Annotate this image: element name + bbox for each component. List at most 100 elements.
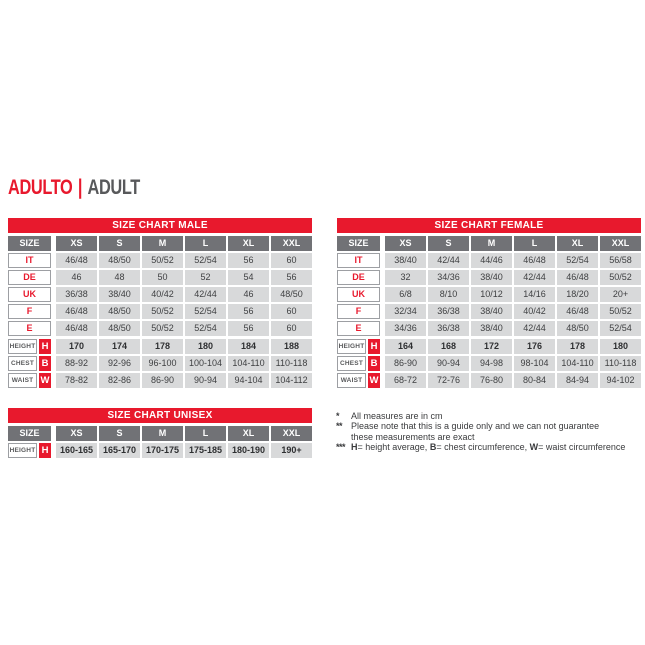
value-cell: 168	[428, 339, 469, 354]
table-row: HEIGHT H 164 168 172 176 178 180	[337, 339, 641, 354]
row-label-column: F	[337, 304, 380, 319]
page-title: ADULTO | ADULT	[8, 176, 140, 200]
value-cell: 52/54	[185, 321, 226, 336]
value-cell: 176	[514, 339, 555, 354]
value-cell: 76-80	[471, 373, 512, 388]
value-cell: 175-185	[185, 443, 226, 458]
value-cell: 56/58	[600, 253, 641, 268]
row-label-column: IT	[8, 253, 51, 268]
table-row: UK 6/8 8/10 10/12 14/16 18/20 20+	[337, 287, 641, 302]
value-cell: 80-84	[514, 373, 555, 388]
value-cell: 170-175	[142, 443, 183, 458]
value-cell: 94-98	[471, 356, 512, 371]
value-cell: 48	[99, 270, 140, 285]
value-cell: 60	[271, 253, 312, 268]
footnotes: * All measures are in cm ** Please note tha…	[336, 411, 642, 452]
measure-badge-h: H	[368, 339, 380, 354]
value-cell: 14/16	[514, 287, 555, 302]
row-label-column: CHEST B	[337, 356, 380, 371]
column-header-cell: XS	[385, 236, 426, 251]
row-label-column: HEIGHT H	[8, 443, 51, 458]
footnote-marker: ***	[336, 441, 346, 452]
value-cell: 90-94	[185, 373, 226, 388]
country-code-cell: IT	[8, 253, 51, 268]
value-cell: 46/48	[557, 270, 598, 285]
table-row: E 34/36 36/38 38/40 42/44 48/50 52/54	[337, 321, 641, 336]
value-cell: 104-110	[228, 356, 269, 371]
value-cell: 100-104	[185, 356, 226, 371]
value-cell: 164	[385, 339, 426, 354]
value-cell: 46	[228, 287, 269, 302]
footnote-marker: **	[336, 421, 343, 432]
value-cell: 18/20	[557, 287, 598, 302]
value-cell: 94-104	[228, 373, 269, 388]
value-cell: 52/54	[185, 304, 226, 319]
footnote-segment: these measurements are exact	[351, 431, 475, 442]
column-header-cell: L	[185, 236, 226, 251]
measure-label-cell: WAIST	[8, 373, 37, 388]
value-cell: 46/48	[557, 304, 598, 319]
country-code-cell: F	[8, 304, 51, 319]
table-row: WAIST W 78-82 82-86 86-90 90-94 94-104 104-112	[8, 373, 312, 388]
column-header-cell: M	[471, 236, 512, 251]
measure-badge-b: B	[39, 356, 51, 371]
value-cell: 52/54	[185, 253, 226, 268]
column-header-cell: L	[514, 236, 555, 251]
row-label-column: E	[337, 321, 380, 336]
footnote-segment: W	[529, 441, 539, 452]
value-cell: 38/40	[471, 270, 512, 285]
value-cell: 178	[557, 339, 598, 354]
size-chart-female-table: SIZE CHART FEMALE SIZE XS S M L XL XXL IT 38/40 42…	[337, 218, 641, 390]
value-cell: 68-72	[385, 373, 426, 388]
footnote: ** Please note that this is a guide only …	[336, 421, 642, 442]
column-header-cell: XS	[56, 426, 97, 441]
footnote-segment: = waist circumference	[538, 441, 626, 452]
value-cells: 32/34 36/38 38/40 40/42 46/48 50/52	[385, 304, 641, 319]
table-row: HEIGHT H 170 174 178 180 184 188	[8, 339, 312, 354]
row-label-column: HEIGHT H	[337, 339, 380, 354]
value-cell: 10/12	[471, 287, 512, 302]
value-cell: 50/52	[600, 304, 641, 319]
table-title: SIZE CHART UNISEX	[8, 408, 312, 423]
value-cell: 84-94	[557, 373, 598, 388]
country-code-cell: E	[8, 321, 51, 336]
value-cell: 48/50	[99, 304, 140, 319]
value-cell: 36/38	[56, 287, 97, 302]
value-cell: 36/38	[428, 321, 469, 336]
value-cell: 60	[271, 304, 312, 319]
value-cell: 190+	[271, 443, 312, 458]
value-cell: 92-96	[99, 356, 140, 371]
value-cell: 42/44	[185, 287, 226, 302]
size-header-cell: SIZE	[8, 426, 51, 441]
value-cell: 34/36	[385, 321, 426, 336]
value-cell: 96-100	[142, 356, 183, 371]
header-cells: XS S M L XL XXL	[56, 426, 312, 441]
value-cell: 50/52	[142, 253, 183, 268]
column-header-cell: S	[428, 236, 469, 251]
value-cell: 172	[471, 339, 512, 354]
table-row: DE 46 48 50 52 54 56	[8, 270, 312, 285]
value-cell: 46/48	[56, 253, 97, 268]
value-cell: 88-92	[56, 356, 97, 371]
value-cell: 90-94	[428, 356, 469, 371]
measure-label-cell: HEIGHT	[8, 443, 37, 458]
table-header-row: SIZE XS S M L XL XXL	[8, 236, 312, 251]
value-cell: 48/50	[99, 321, 140, 336]
page-title-separator: |	[77, 176, 83, 199]
value-cell: 82-86	[99, 373, 140, 388]
footnote-segment: = chest circumference,	[436, 441, 530, 452]
table-row: IT 38/40 42/44 44/46 46/48 52/54 56/58	[337, 253, 641, 268]
size-header-cell: SIZE	[337, 236, 380, 251]
measure-badge-h: H	[39, 339, 51, 354]
table-header-row: SIZE XS S M L XL XXL	[8, 426, 312, 441]
value-cells: 164 168 172 176 178 180	[385, 339, 641, 354]
header-label-column: SIZE	[8, 236, 51, 251]
column-header-cell: XXL	[271, 426, 312, 441]
value-cells: 34/36 36/38 38/40 42/44 48/50 52/54	[385, 321, 641, 336]
row-label-column: CHEST B	[8, 356, 51, 371]
value-cell: 38/40	[471, 321, 512, 336]
table-row: E 46/48 48/50 50/52 52/54 56 60	[8, 321, 312, 336]
table-row: DE 32 34/36 38/40 42/44 46/48 50/52	[337, 270, 641, 285]
column-header-cell: XL	[228, 236, 269, 251]
value-cell: 78-82	[56, 373, 97, 388]
